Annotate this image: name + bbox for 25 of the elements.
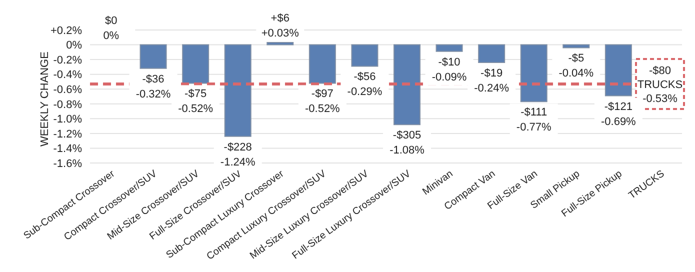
y-tick-label: -1.4% — [53, 143, 82, 156]
data-label: $0 0% — [103, 14, 120, 42]
data-label: +$6 +0.03% — [261, 12, 300, 40]
y-tick-label: +0.2% — [50, 24, 82, 37]
data-label: -$97 -0.52% — [305, 88, 340, 116]
y-tick-label: -0.4% — [53, 69, 82, 82]
data-label: -$5 -0.04% — [558, 52, 594, 80]
data-label: -$75 -0.52% — [178, 88, 214, 116]
data-label: -$19 -0.24% — [474, 68, 510, 95]
ref-line-label: -$80 TRUCKS -0.53% — [637, 64, 683, 105]
y-tick-label: 0% — [66, 40, 82, 52]
data-label: -$111 -0.77% — [516, 106, 552, 134]
y-axis-title: WEEKLY CHANGE — [38, 52, 51, 146]
y-tick-label: -0.2% — [53, 54, 82, 66]
data-label: -$10 -0.09% — [432, 56, 467, 84]
y-tick-label: -0.8% — [53, 98, 82, 111]
y-tick-label: -0.6% — [53, 84, 82, 96]
y-tick-label: -1.6% — [53, 158, 82, 170]
data-label: -$121 -0.69% — [601, 100, 636, 128]
data-label: -$305 -1.08% — [390, 130, 425, 157]
y-tick-label: -1.2% — [53, 128, 82, 140]
data-label: -$56 -0.29% — [347, 71, 382, 98]
y-tick-label: -1.0% — [53, 114, 82, 126]
data-label: -$36 -0.32% — [136, 73, 171, 100]
data-label: -$228 -1.24% — [220, 141, 256, 168]
